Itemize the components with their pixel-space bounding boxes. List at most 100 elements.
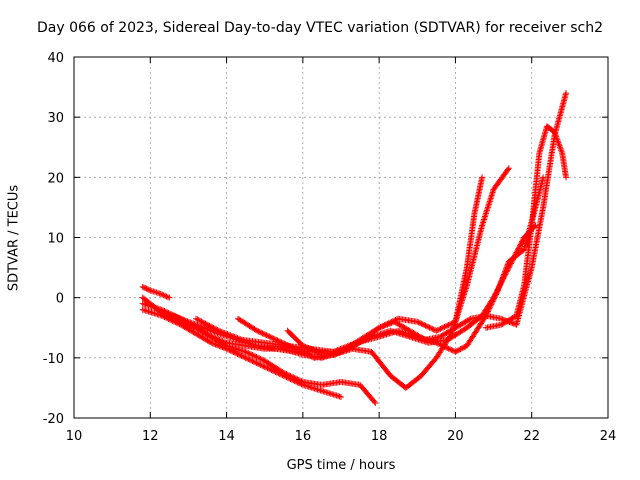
data-point [244, 349, 251, 356]
data-point [233, 334, 240, 341]
data-point [507, 260, 514, 267]
data-point [160, 307, 167, 314]
data-point [214, 327, 221, 334]
data-point [440, 324, 447, 331]
data-point [453, 348, 460, 355]
data-point [278, 339, 285, 346]
data-point [301, 350, 308, 357]
data-point [430, 326, 437, 333]
data-point [172, 319, 179, 326]
data-point [510, 255, 517, 262]
data-point [227, 332, 234, 339]
series-arc-e [170, 165, 512, 391]
data-point [203, 321, 210, 328]
data-point [249, 352, 256, 359]
data-point [291, 375, 298, 382]
y-tick-label: 0 [56, 292, 64, 307]
data-point [222, 342, 229, 349]
data-point [281, 340, 288, 347]
data-point [253, 353, 260, 360]
data-point [418, 320, 425, 327]
x-tick-label: 16 [295, 429, 312, 444]
data-point [387, 320, 394, 327]
x-tick-label: 24 [600, 429, 617, 444]
data-point [263, 364, 270, 371]
data-point [516, 242, 523, 249]
data-point [263, 332, 270, 339]
data-point [563, 90, 570, 97]
series-arc-g [235, 222, 539, 361]
data-point [242, 348, 249, 355]
y-tick-label: 10 [47, 232, 64, 247]
data-point [194, 316, 201, 323]
data-point [211, 325, 218, 332]
data-point [265, 365, 272, 372]
y-tick-label: -10 [43, 352, 64, 367]
data-point [512, 250, 519, 257]
data-point [160, 313, 167, 320]
data-point [503, 268, 510, 275]
data-point [514, 246, 521, 253]
data-point [234, 350, 241, 357]
data-point [456, 346, 463, 353]
data-point [504, 267, 511, 274]
data-point [245, 350, 252, 357]
x-tick-label: 12 [142, 429, 159, 444]
data-point [380, 323, 387, 330]
data-point [191, 321, 198, 328]
data-point [440, 343, 447, 350]
data-point [257, 361, 264, 368]
data-point [289, 344, 296, 351]
data-point [158, 306, 165, 313]
data-point [212, 341, 219, 348]
data-point [308, 346, 315, 353]
data-point [205, 326, 212, 333]
data-point [279, 340, 286, 347]
x-axis-label: GPS time / hours [286, 458, 396, 473]
data-point [269, 367, 276, 374]
data-point [168, 317, 175, 324]
data-point [180, 316, 187, 323]
data-point [306, 345, 313, 352]
data-point [264, 332, 271, 339]
data-point [158, 312, 165, 319]
data-point [449, 347, 456, 354]
data-point [423, 323, 430, 330]
data-point [262, 331, 269, 338]
data-point [159, 291, 166, 298]
data-point [166, 316, 173, 323]
data-point [213, 326, 220, 333]
data-point [154, 289, 161, 296]
data-point [497, 280, 504, 287]
y-tick-label: 20 [47, 171, 64, 186]
data-point [181, 317, 188, 324]
data-point [200, 324, 207, 331]
data-point [250, 352, 257, 359]
data-point [284, 371, 291, 378]
data-point [246, 356, 253, 363]
data-point [446, 346, 453, 353]
data-point [441, 323, 448, 330]
data-point [162, 314, 169, 321]
data-point [239, 353, 246, 360]
data-point [267, 366, 274, 373]
data-point [272, 369, 279, 376]
data-point [269, 334, 276, 341]
data-point [282, 341, 289, 348]
data-point [252, 359, 259, 366]
data-point [282, 370, 289, 377]
data-point [258, 356, 265, 363]
data-point [230, 333, 237, 340]
x-tick-label: 22 [523, 429, 540, 444]
data-point [422, 322, 429, 329]
data-point [294, 347, 301, 354]
series-arc-a [139, 283, 173, 301]
data-point [165, 309, 172, 316]
data-point [160, 292, 167, 299]
data-point [195, 322, 202, 329]
data-point [498, 278, 505, 285]
data-point [258, 329, 265, 336]
data-point [252, 326, 259, 333]
data-point [519, 237, 526, 244]
